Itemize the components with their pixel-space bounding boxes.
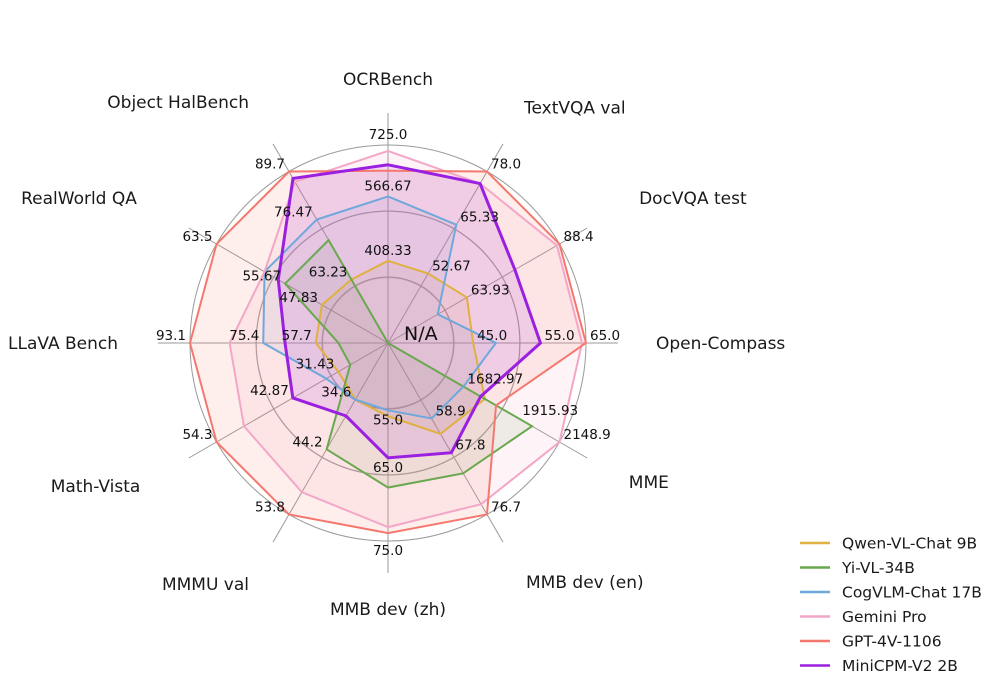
axis-spoke-10	[188, 227, 389, 344]
series-line-minicpm-v2-2b	[276, 163, 543, 460]
series-line-gpt-4v-1106	[188, 169, 588, 535]
axis-value-label: 55.67	[242, 269, 281, 285]
axis-value-label: 2148.9	[564, 427, 611, 443]
axis-value-label: 47.83	[279, 290, 318, 306]
axis-value-label: 93.1	[156, 328, 186, 344]
axis-value-label: 75.0	[373, 543, 403, 559]
axis-value-label: 31.43	[296, 357, 335, 373]
series-line-yi-vl-34b	[283, 238, 534, 489]
axis-title-realworld-qa: RealWorld QA	[21, 189, 137, 209]
grid-ring-0	[321, 276, 455, 410]
axis-value-label: 34.6	[321, 385, 351, 401]
chart-legend[interactable]: Qwen-VL-Chat 9B Yi-VL-34B CogVLM-Chat 17B G…	[800, 535, 982, 676]
axis-value-label: 89.7	[255, 157, 285, 173]
axis-value-label: 566.67	[364, 179, 411, 195]
axis-title-textvqa-val: TextVQA val	[523, 98, 626, 118]
axis-title-mmmu-val: MMMU val	[162, 575, 249, 595]
axis-value-label: 63.23	[309, 265, 348, 281]
axis-spoke-8	[188, 342, 389, 459]
grid-ring-minor-1	[255, 210, 521, 476]
series-line-gemini-pro	[228, 149, 584, 529]
axis-value-label: 76.47	[274, 205, 313, 221]
axis-value-label: 55.0	[373, 412, 403, 428]
axis-value-label: 44.2	[293, 434, 323, 450]
axis-title-mme: MME	[629, 473, 669, 493]
axis-value-label: 1915.93	[522, 403, 578, 419]
axis-spoke-1	[387, 143, 504, 344]
axis-value-label: 53.8	[255, 500, 285, 516]
axis-title-docvqa-test: DocVQA test	[639, 189, 747, 209]
series-area-gpt-4v-1106	[190, 170, 586, 534]
axis-title-mmb-dev-en-: MMB dev (en)	[526, 573, 644, 593]
axis-title-object-halbench: Object HalBench	[107, 93, 249, 113]
axis-value-label: 55.0	[545, 328, 575, 344]
axis-title-math-vista: Math-Vista	[51, 477, 141, 497]
legend-label-yi-vl-34b[interactable]: Yi-VL-34B	[841, 559, 915, 577]
na-value-label: N/A	[404, 323, 438, 345]
axis-value-label: 75.4	[229, 328, 259, 344]
axis-value-label: 63.5	[182, 229, 212, 245]
axis-title-mmb-dev-zh-: MMB dev (zh)	[330, 600, 446, 620]
axis-title-layer: OCRBench TextVQA val DocVQA test Open-Compa…	[8, 70, 785, 620]
axis-title-open-compass: Open-Compass	[656, 334, 785, 354]
value-label-layer: 408.33 566.67 725.0 52.67 65.33 78.0 63.93 88.4…	[156, 127, 620, 559]
axis-value-label: 65.0	[373, 460, 403, 476]
legend-label-gemini-pro[interactable]: Gemini Pro	[842, 608, 927, 626]
axis-value-label: 725.0	[369, 127, 408, 143]
axis-value-label: 88.4	[564, 229, 594, 245]
axis-spoke-7	[272, 342, 389, 543]
legend-label-minicpm-v2-2b[interactable]: MiniCPM-V2 2B	[842, 657, 958, 675]
grid-ring-minor-0	[322, 277, 454, 409]
legend-label-cogvlm-chat-17b[interactable]: CogVLM-Chat 17B	[842, 584, 982, 602]
axis-value-label: 67.8	[455, 438, 485, 454]
legend-label-gpt-4v-1106[interactable]: GPT-4V-1106	[842, 633, 942, 651]
axis-value-label: 1682.97	[467, 372, 523, 388]
series-area-qwen-vl-chat-9b	[315, 260, 485, 434]
series-line-qwen-vl-chat-9b	[314, 259, 486, 435]
axis-title-llava-bench: LLaVA Bench	[8, 334, 118, 354]
axis-value-label: 65.0	[590, 328, 620, 344]
axis-value-label: 52.67	[432, 259, 471, 275]
legend-label-qwen-vl-chat-9b[interactable]: Qwen-VL-Chat 9B	[842, 535, 977, 553]
axis-value-label: 45.0	[477, 328, 507, 344]
axis-spoke-5	[387, 342, 504, 543]
axis-value-label: 63.93	[471, 283, 510, 299]
series-area-yi-vl-34b	[285, 240, 533, 488]
axis-value-label: 65.33	[460, 210, 499, 226]
axis-value-label: 408.33	[364, 243, 411, 259]
axis-value-label: 54.3	[182, 427, 212, 443]
axis-value-label: 57.7	[282, 328, 312, 344]
axis-title-ocrbench: OCRBench	[343, 70, 433, 90]
axis-spoke-2	[387, 227, 588, 344]
axis-value-label: 58.9	[436, 403, 466, 419]
axis-value-label: 76.7	[491, 500, 521, 516]
axis-value-label: 42.87	[250, 383, 289, 399]
series-stroke-layer	[188, 149, 588, 535]
series-area-cogvlm-chat-17b	[263, 196, 496, 419]
axis-value-label: 78.0	[491, 157, 521, 173]
